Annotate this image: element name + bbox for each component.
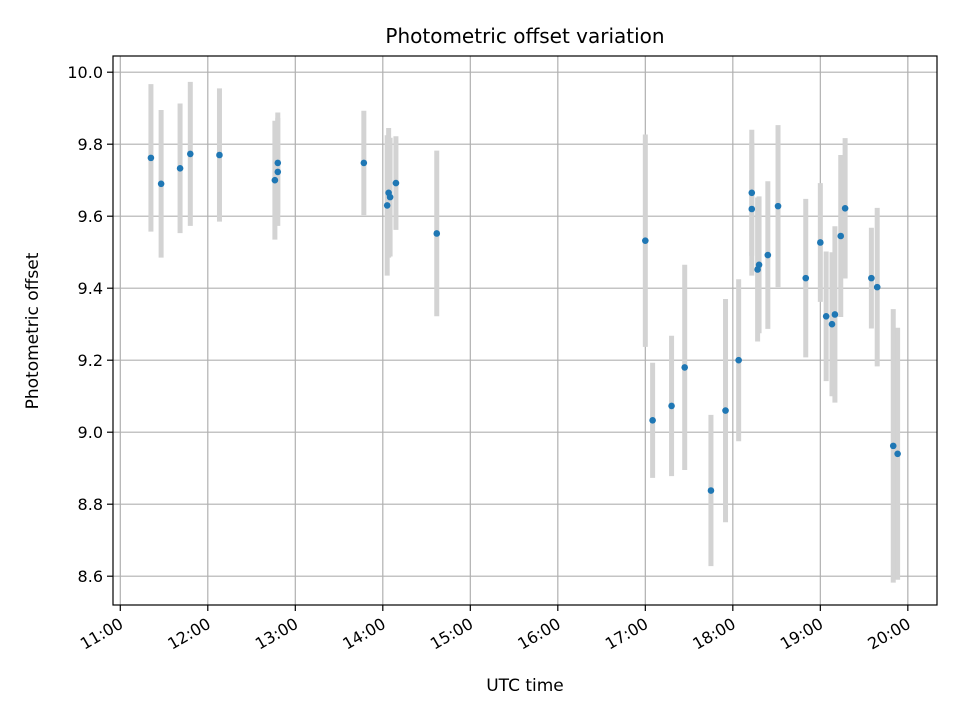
- data-point: [802, 274, 810, 282]
- data-point: [176, 165, 184, 172]
- data-point: [271, 176, 279, 184]
- data-point: [722, 407, 729, 414]
- x-tick-label: 18:00: [689, 614, 738, 654]
- data-point: [748, 205, 756, 213]
- data-point: [216, 151, 223, 159]
- x-tick-label: 12:00: [164, 614, 213, 654]
- x-tick-label: 20:00: [864, 614, 913, 654]
- x-tick-label: 15:00: [427, 614, 476, 654]
- data-point: [764, 251, 772, 259]
- chart-title: Photometric offset variation: [385, 24, 664, 48]
- data-point: [274, 159, 282, 167]
- data-point: [681, 364, 688, 371]
- y-axis-ticks: 8.6 8.8 9.0 9.2 9.4 9.6 9.8 10.0: [67, 63, 113, 586]
- y-tick-label: 8.6: [78, 567, 103, 586]
- data-point: [707, 487, 715, 494]
- error-bars: [148, 81, 901, 583]
- x-axis-ticks: 11:00 12:00 13:00 14:00 15:00 16:00 17:00 18:00…: [77, 605, 914, 654]
- data-point: [831, 311, 839, 318]
- x-tick-label: 19:00: [777, 614, 826, 654]
- x-tick-label: 11:00: [77, 614, 126, 654]
- x-tick-label: 13:00: [252, 614, 301, 654]
- data-point: [868, 274, 875, 282]
- x-axis-title: UTC time: [486, 676, 564, 696]
- y-axis-title: Photometric offset: [23, 252, 43, 409]
- data-point: [841, 204, 849, 212]
- y-tick-label: 9.4: [78, 279, 103, 298]
- data-point: [817, 239, 824, 246]
- data-point: [748, 189, 756, 197]
- data-point: [433, 230, 441, 237]
- y-tick-label: 9.0: [78, 423, 103, 442]
- data-point: [383, 202, 391, 209]
- x-tick-label: 17:00: [602, 614, 651, 654]
- data-point: [889, 442, 897, 450]
- data-point: [157, 180, 165, 188]
- x-tick-label: 16:00: [514, 614, 563, 654]
- data-point: [837, 232, 845, 240]
- data-point: [147, 154, 155, 162]
- data-point: [360, 159, 368, 167]
- data-point: [755, 261, 763, 269]
- data-point: [774, 202, 782, 210]
- data-point: [649, 417, 656, 424]
- data-point: [642, 237, 649, 244]
- data-point: [186, 150, 194, 158]
- y-tick-label: 8.8: [78, 495, 103, 514]
- y-tick-label: 9.2: [78, 351, 103, 370]
- data-point: [274, 168, 282, 176]
- data-point: [735, 356, 742, 364]
- y-tick-label: 9.6: [78, 207, 103, 226]
- y-tick-label: 10.0: [67, 63, 103, 82]
- y-tick-label: 9.8: [78, 135, 103, 154]
- data-points: [147, 150, 901, 494]
- plot-frame: [112, 55, 938, 606]
- data-point: [668, 402, 675, 410]
- data-point: [828, 320, 836, 328]
- data-point: [894, 450, 901, 458]
- data-point: [873, 283, 881, 291]
- x-tick-label: 14:00: [339, 614, 388, 654]
- data-point: [822, 312, 830, 320]
- data-point: [392, 179, 400, 187]
- grid-lines: [113, 56, 937, 605]
- data-point: [386, 193, 394, 201]
